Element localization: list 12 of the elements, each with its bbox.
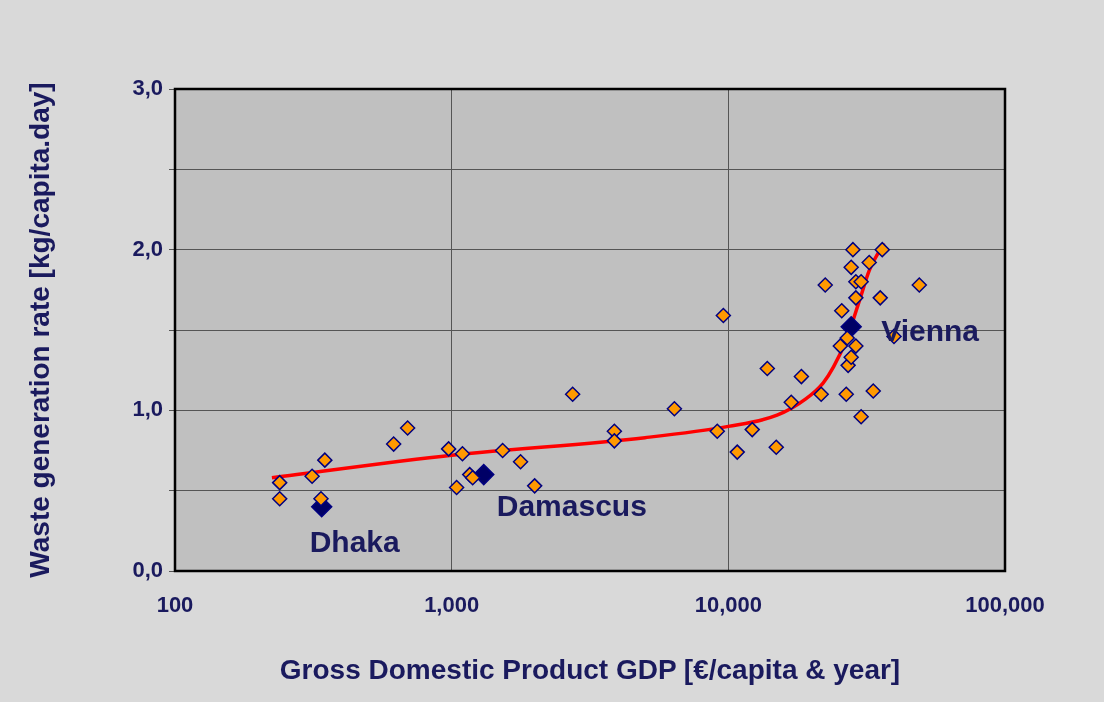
x-tick-label: 100 [156,592,194,618]
annotation: Dhaka [309,525,401,558]
x-tick-label: 1,000 [424,592,480,618]
x-tick-label: 10,000 [694,592,762,618]
annotation: Damascus [496,488,647,522]
y-tick-label: 0,0 [132,557,163,583]
x-axis-title: Gross Domestic Product GDP [€/capita & year] [279,653,901,685]
y-tick-label: 3,0 [132,75,163,101]
y-tick-label: 1,0 [132,396,163,422]
y-tick-label: 2,0 [132,235,163,261]
x-tick-label: 100,000 [965,592,1045,618]
y-axis-title: Waste generation rate [kg/capita.day] [23,82,55,578]
